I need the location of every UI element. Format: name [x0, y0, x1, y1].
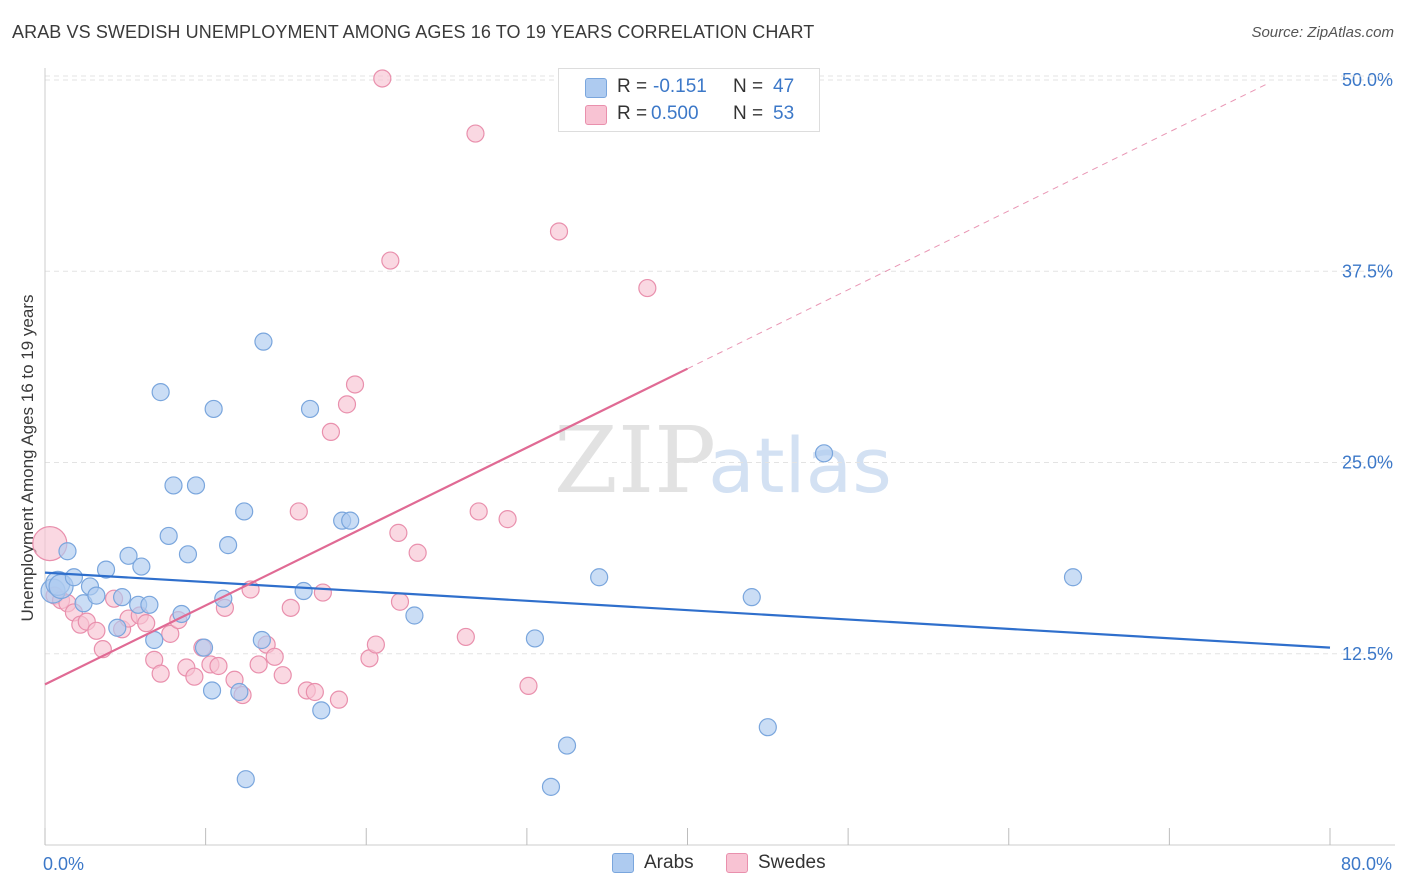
arab-point: [557, 736, 577, 755]
arab-point: [235, 502, 254, 521]
swede-point: [321, 422, 341, 441]
swedes-trend-extension: [687, 84, 1266, 370]
swede-point: [519, 676, 538, 695]
swede-point: [390, 592, 410, 611]
swedes-legend-swatch: [726, 853, 748, 873]
swedes-legend-label: Swedes: [758, 852, 826, 873]
arab-point: [64, 568, 84, 587]
legend-n-value: 53: [773, 103, 795, 124]
swede-point: [329, 690, 349, 709]
arabs-legend-swatch: [612, 853, 634, 873]
swede-point: [273, 666, 292, 685]
arab-point: [164, 476, 183, 495]
arab-point: [87, 586, 106, 605]
arab-point: [1063, 568, 1083, 587]
swede-point: [469, 502, 488, 521]
swede-point: [466, 124, 485, 143]
swede-point: [373, 69, 392, 88]
swede-point: [408, 543, 427, 562]
legend-n-label: N =: [733, 103, 764, 124]
y-tick-label: 50.0%: [1342, 70, 1393, 90]
swede-point: [549, 222, 569, 241]
y-tick-label: 25.0%: [1342, 453, 1393, 473]
legend-r-value: -0.151: [653, 76, 707, 97]
arab-point: [58, 542, 77, 561]
swede-point: [389, 523, 408, 542]
arabs-trend-line: [44, 571, 1331, 649]
swede-point: [87, 621, 106, 640]
swede-point: [209, 656, 228, 676]
swede-point: [381, 251, 400, 270]
y-tick-label: 37.5%: [1342, 261, 1393, 281]
arab-point: [236, 770, 255, 789]
source-credit: Source: ZipAtlas.com: [1251, 24, 1394, 41]
legend-r-value: 0.500: [651, 103, 699, 124]
arab-point: [312, 701, 331, 720]
arab-point: [119, 546, 138, 565]
arab-point: [541, 777, 561, 796]
chart-title: ARAB VS SWEDISH UNEMPLOYMENT AMONG AGES …: [12, 22, 815, 42]
swede-point: [345, 375, 365, 394]
swede-point: [249, 655, 268, 674]
swede-point: [337, 395, 357, 414]
legend-n-label: N =: [733, 76, 764, 97]
swede-point: [305, 682, 324, 702]
swedes-swatch: [585, 105, 607, 125]
arabs-swatch: [585, 78, 607, 98]
arab-point: [112, 588, 132, 607]
swede-point: [151, 664, 170, 683]
arab-point: [341, 511, 360, 530]
swede-point: [185, 667, 204, 686]
swede-point: [456, 627, 475, 647]
arab-point: [151, 383, 170, 402]
arab-point: [252, 630, 271, 650]
legend-r-label: R =: [617, 103, 648, 124]
x-tick-label: 80.0%: [1341, 854, 1392, 874]
arab-point: [194, 638, 214, 657]
correlation-legend: R = -0.151 N = 47 R = 0.500 N = 53: [558, 68, 820, 132]
arab-point: [405, 606, 424, 625]
arab-point: [178, 545, 198, 564]
arab-point: [294, 581, 313, 601]
watermark-zip: ZIP: [554, 407, 716, 514]
arab-point: [219, 536, 238, 555]
arabs-legend-label: Arabs: [644, 852, 694, 873]
arab-point: [525, 629, 545, 648]
legend-n-value: 47: [773, 76, 795, 97]
watermark-atlas: atlas: [708, 421, 892, 510]
swedes-trend-line: [44, 367, 688, 686]
arab-point: [230, 682, 249, 702]
arab-point: [254, 332, 273, 351]
swede-point: [313, 583, 332, 602]
arab-point: [96, 560, 116, 579]
arab-point: [758, 718, 777, 737]
swede-point: [281, 598, 300, 617]
swede-point: [137, 614, 156, 633]
x-tick-label: 0.0%: [43, 854, 84, 874]
legend-r-label: R =: [617, 76, 648, 97]
swede-point: [498, 510, 517, 529]
arab-point: [202, 681, 222, 700]
arab-point: [140, 595, 159, 614]
swede-point: [289, 502, 308, 521]
swede-point: [265, 647, 284, 666]
swede-point: [161, 624, 180, 643]
arab-point: [590, 568, 609, 587]
arab-point: [108, 618, 127, 637]
swede-point: [638, 278, 657, 298]
arab-point: [814, 444, 834, 463]
swede-point: [366, 635, 385, 654]
arab-point: [742, 588, 761, 607]
arab-point: [132, 557, 151, 576]
y-tick-label: 12.5%: [1342, 644, 1393, 664]
arab-point: [159, 526, 178, 546]
arab-point: [300, 399, 320, 419]
arab-point: [186, 476, 206, 495]
arab-point: [204, 399, 223, 419]
